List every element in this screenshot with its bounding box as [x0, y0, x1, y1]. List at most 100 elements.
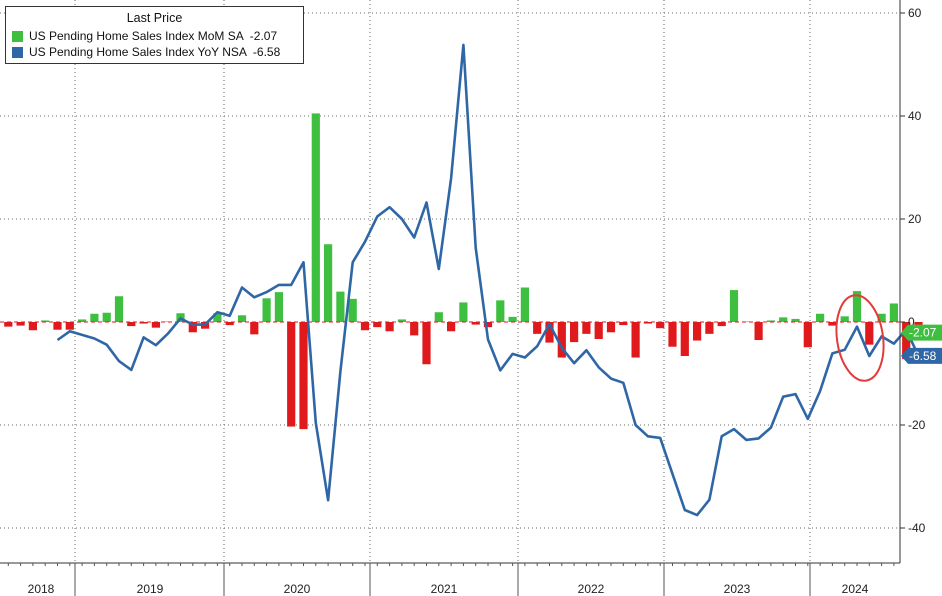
- bar: [434, 312, 443, 322]
- x-year-label: 2022: [578, 582, 605, 596]
- badge-yoy-text: -6.58: [909, 349, 937, 363]
- bar: [28, 322, 37, 331]
- legend-value-mom: -2.07: [249, 29, 278, 43]
- x-year-label: 2021: [431, 582, 458, 596]
- bar: [225, 322, 234, 326]
- bar: [471, 322, 480, 325]
- legend-value-yoy: -6.58: [252, 45, 281, 59]
- yoy-line: [56, 43, 920, 517]
- bar: [902, 322, 911, 360]
- badge-yoy: -6.58: [901, 347, 942, 364]
- bar: [705, 322, 714, 334]
- y-tick-label: -20: [908, 418, 926, 432]
- bar: [397, 319, 406, 322]
- legend-item-yoy: US Pending Home Sales Index YoY NSA -6.5…: [6, 44, 303, 60]
- bar: [250, 322, 259, 335]
- bar: [582, 322, 591, 334]
- bar: [90, 313, 99, 322]
- badge-mom: -2.07: [901, 324, 942, 341]
- bar: [693, 322, 702, 341]
- bar: [729, 290, 739, 322]
- bar: [828, 322, 837, 326]
- bar: [385, 322, 394, 332]
- bar: [78, 319, 87, 322]
- bar: [754, 322, 763, 341]
- bar: [656, 322, 665, 329]
- bar: [53, 322, 62, 330]
- bar: [877, 313, 886, 322]
- badge-mom-text: -2.07: [909, 326, 937, 340]
- bar: [631, 322, 640, 358]
- legend: Last Price US Pending Home Sales Index M…: [5, 6, 304, 64]
- bar: [447, 322, 456, 332]
- y-tick-labels: 60 40 20 0 -20 -40: [908, 6, 926, 535]
- bar: [127, 322, 136, 327]
- bar: [336, 291, 345, 322]
- bar: [459, 302, 468, 322]
- legend-swatch-mom: [12, 30, 23, 42]
- bar: [520, 287, 529, 322]
- mom-bars: [4, 113, 923, 430]
- bar: [668, 322, 677, 347]
- bar: [151, 322, 160, 328]
- legend-label-mom: US Pending Home Sales Index MoM SA: [29, 29, 244, 43]
- bar: [274, 292, 283, 322]
- bar: [533, 322, 542, 334]
- highlight-circle: [835, 294, 885, 382]
- bar: [570, 322, 579, 343]
- y-tick-label: 0: [908, 315, 915, 329]
- bar: [545, 322, 554, 343]
- bar: [643, 322, 652, 324]
- bar: [311, 113, 320, 322]
- x-year-label: 2020: [284, 582, 311, 596]
- bar: [717, 322, 726, 327]
- bar: [16, 322, 25, 326]
- bar: [65, 322, 74, 330]
- bar: [139, 322, 148, 324]
- y-tick-label: -40: [908, 521, 926, 535]
- y-tick-label: 60: [908, 6, 922, 20]
- x-year-label: 2018: [28, 582, 55, 596]
- bar: [237, 315, 247, 322]
- bar: [508, 316, 517, 322]
- legend-swatch-yoy: [12, 46, 23, 58]
- grid: [0, 0, 900, 563]
- legend-item-mom: US Pending Home Sales Index MoM SA -2.07: [6, 28, 303, 44]
- bar: [840, 316, 849, 322]
- highlight-ellipse: [835, 294, 885, 382]
- x-year-labels: 2018 2019 2020 2021 2022 2023 2024: [28, 582, 869, 596]
- bar: [4, 322, 13, 327]
- bar: [816, 313, 825, 322]
- legend-label-yoy: US Pending Home Sales Index YoY NSA: [29, 45, 247, 59]
- bar: [865, 322, 874, 345]
- bar: [410, 322, 419, 336]
- bar: [766, 320, 775, 322]
- bar: [483, 322, 493, 328]
- axes: [0, 0, 905, 596]
- last-value-badges: -2.07 -6.58: [901, 324, 942, 364]
- bar: [594, 322, 603, 339]
- bar: [496, 300, 505, 322]
- bar: [213, 313, 222, 322]
- bar: [619, 322, 628, 326]
- x-year-label: 2019: [137, 582, 164, 596]
- bar: [324, 244, 333, 322]
- bar: [41, 320, 50, 322]
- bar: [422, 322, 431, 365]
- bar: [889, 303, 898, 322]
- bar: [557, 322, 566, 358]
- bar: [360, 322, 370, 331]
- bar: [852, 291, 862, 322]
- legend-title: Last Price: [126, 11, 183, 25]
- bar: [373, 322, 382, 328]
- y-tick-label: 20: [908, 212, 922, 226]
- bar: [287, 322, 296, 427]
- y-tick-label: 40: [908, 109, 922, 123]
- bar: [262, 298, 271, 322]
- bar: [348, 298, 357, 322]
- bar: [680, 322, 689, 356]
- bar: [114, 296, 124, 322]
- bar: [299, 322, 308, 430]
- bar: [102, 312, 111, 322]
